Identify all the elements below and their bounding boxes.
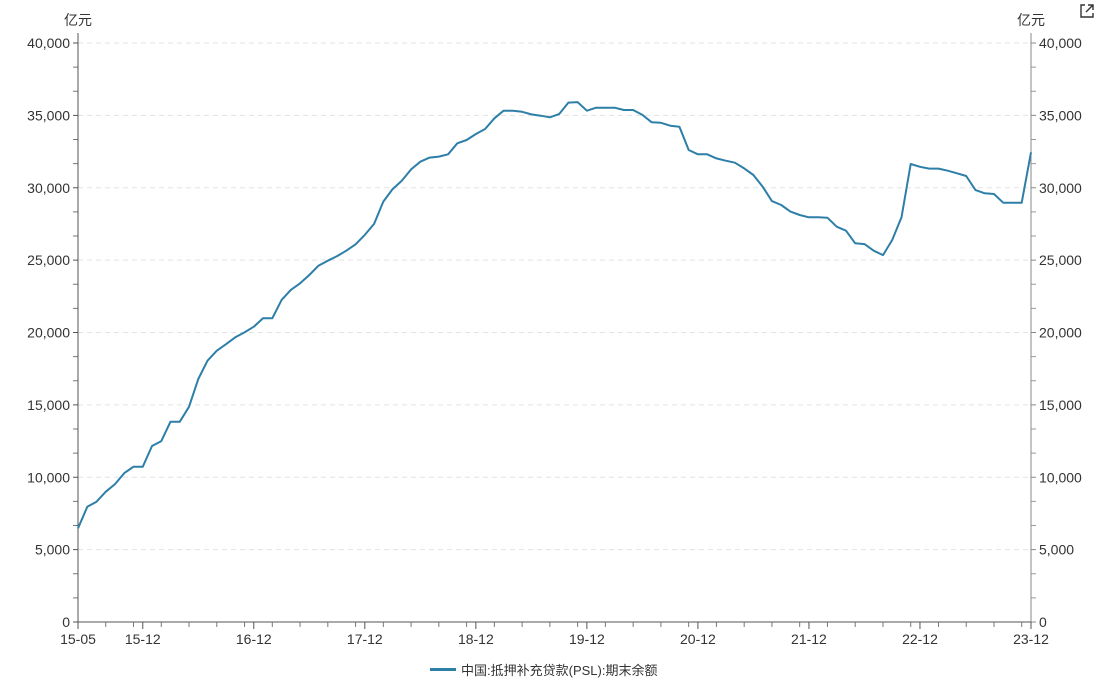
x-tick-label: 23-12: [1013, 631, 1049, 647]
y-tick-label-left: 20,000: [27, 325, 70, 341]
y-tick-label-right: 5,000: [1039, 542, 1074, 558]
x-tick-label: 15-12: [125, 631, 161, 647]
legend-swatch: [430, 668, 456, 671]
x-tick-label: 21-12: [791, 631, 827, 647]
y-tick-label-left: 5,000: [35, 542, 70, 558]
y-tick-label-left: 15,000: [27, 397, 70, 413]
y-tick-label-right: 35,000: [1039, 107, 1082, 123]
x-tick-label: 15-05: [60, 631, 96, 647]
x-tick-label: 19-12: [569, 631, 605, 647]
series-line: [77, 101, 1032, 529]
y-tick-label-right: 30,000: [1039, 180, 1082, 196]
x-tick-label: 20-12: [680, 631, 716, 647]
y-tick-label-left: 10,000: [27, 469, 70, 485]
y-tick-label-right: 0: [1039, 614, 1047, 630]
legend[interactable]: 中国:抵押补充贷款(PSL):期末余额: [430, 660, 657, 679]
y-tick-label-left: 40,000: [27, 35, 70, 51]
legend-label: 中国:抵押补充贷款(PSL):期末余额: [461, 663, 658, 678]
y-tick-label-left: 0: [62, 614, 70, 630]
x-tick-label: 16-12: [236, 631, 272, 647]
left-axis-unit: 亿元: [64, 12, 92, 28]
y-tick-label-right: 10,000: [1039, 469, 1082, 485]
right-axis-unit: 亿元: [1017, 12, 1045, 28]
y-tick-label-left: 25,000: [27, 252, 70, 268]
y-tick-label-right: 20,000: [1039, 325, 1082, 341]
x-tick-label: 22-12: [902, 631, 938, 647]
y-tick-label-left: 30,000: [27, 180, 70, 196]
x-tick-label: 18-12: [458, 631, 494, 647]
external-link-icon[interactable]: [1078, 2, 1096, 20]
y-tick-label-left: 35,000: [27, 107, 70, 123]
y-tick-label-right: 15,000: [1039, 397, 1082, 413]
y-tick-label-right: 40,000: [1039, 35, 1082, 51]
y-tick-label-right: 25,000: [1039, 252, 1082, 268]
x-tick-label: 17-12: [347, 631, 383, 647]
